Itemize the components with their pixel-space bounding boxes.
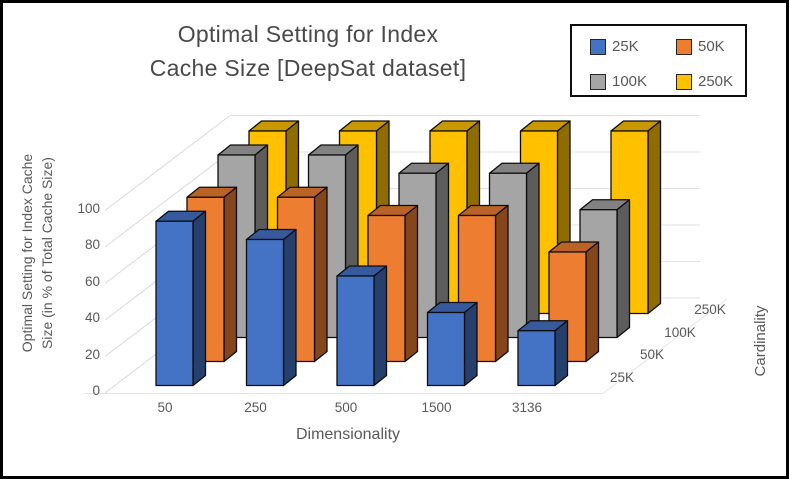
value-tick-label: 0 <box>92 383 100 398</box>
bar-front-face <box>426 311 466 387</box>
bar-front-face <box>245 238 285 387</box>
legend-swatch <box>590 39 606 55</box>
bar-front-face <box>336 275 375 387</box>
bar-side-face <box>313 186 328 363</box>
bars <box>155 120 662 387</box>
depth-tick-label: 25K <box>609 370 635 385</box>
chart-title-line1: Optimal Setting for Index <box>177 21 439 47</box>
depth-axis-title: Cardinality <box>752 305 769 377</box>
bar-side-face <box>223 186 238 363</box>
legend-label: 100K <box>612 73 648 90</box>
bar-side-face <box>404 204 419 363</box>
bar-25K-1500[interactable] <box>426 301 478 387</box>
legend-label: 50K <box>698 38 725 55</box>
value-tick-label: 20 <box>84 346 100 362</box>
bar-side-face <box>554 320 569 387</box>
gridline <box>104 115 231 211</box>
legend: 25K 50K 100K 250K <box>570 24 747 97</box>
x-tick-label: 250 <box>244 400 267 415</box>
legend-item-250K[interactable]: 250K <box>676 73 733 91</box>
bar-side-face <box>525 162 540 339</box>
legend-swatch <box>590 74 606 90</box>
value-tick-label: 60 <box>84 273 100 289</box>
x-tick-label: 50 <box>157 400 173 415</box>
chart-title-line2: Cache Size [DeepSat dataset] <box>149 55 467 81</box>
bar-side-face <box>282 228 297 387</box>
bar-side-face <box>373 265 388 387</box>
bar-25K-500[interactable] <box>336 265 388 387</box>
legend-item-25K[interactable]: 25K <box>590 38 639 56</box>
bar-front-face <box>517 330 556 387</box>
bar-25K-250[interactable] <box>245 228 297 387</box>
bar-side-face <box>494 204 509 363</box>
chart-title: Optimal Setting for Index Cache Size [De… <box>58 17 558 85</box>
depth-tick-label: 50K <box>639 347 665 362</box>
bar-25K-3136[interactable] <box>517 320 569 387</box>
bar-side-face <box>647 120 662 315</box>
bar-side-face <box>192 210 207 387</box>
legend-item-100K[interactable]: 100K <box>590 73 647 91</box>
bar-25K-50[interactable] <box>155 210 207 387</box>
x-tick-label: 3136 <box>511 400 543 415</box>
bar-front-face <box>155 220 194 387</box>
legend-item-50K[interactable]: 50K <box>676 38 725 56</box>
legend-swatch <box>676 39 692 55</box>
gridline <box>104 151 231 248</box>
x-tick-label: 500 <box>334 400 358 415</box>
depth-tick-label: 100K <box>664 325 696 340</box>
bar-side-face <box>616 199 631 339</box>
depth-tick-label: 250K <box>694 302 726 317</box>
x-tick-label: 1500 <box>421 400 452 415</box>
plot-canvas <box>83 115 728 394</box>
value-tick-label: 80 <box>84 237 100 252</box>
legend-label: 25K <box>612 38 639 55</box>
bar-side-face <box>463 301 478 387</box>
bar-side-face <box>585 241 600 363</box>
value-tick-label: 100 <box>77 200 100 216</box>
value-tick-label: 40 <box>84 310 100 325</box>
legend-label: 250K <box>698 73 734 90</box>
value-axis-title: Optimal Setting for Index Cache Size (in… <box>19 153 55 353</box>
x-axis-title: Dimensionality <box>295 426 401 443</box>
gridline <box>602 298 728 394</box>
legend-swatch <box>676 74 692 90</box>
